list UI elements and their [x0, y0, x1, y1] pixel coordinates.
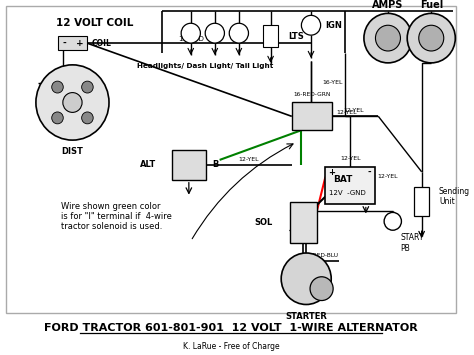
- Circle shape: [82, 81, 93, 93]
- Text: 12-YEL: 12-YEL: [340, 157, 361, 162]
- Text: B: B: [212, 160, 219, 169]
- Text: 12-YEL: 12-YEL: [238, 157, 259, 163]
- Text: 16-YEL: 16-YEL: [323, 80, 343, 85]
- Bar: [58, 36, 87, 50]
- Text: Wire shown green color
is for "I" terminal if  4-wire
tractor solenoid is used.: Wire shown green color is for "I" termin…: [61, 202, 172, 231]
- Text: AMPS: AMPS: [372, 0, 404, 10]
- Text: 12 VOLT COIL: 12 VOLT COIL: [56, 18, 134, 28]
- Circle shape: [419, 25, 444, 51]
- Bar: [6, 6, 456, 313]
- Text: 16-RED-GRN: 16-RED-GRN: [293, 92, 331, 97]
- Text: START
PB: START PB: [401, 233, 424, 253]
- Circle shape: [52, 81, 63, 93]
- Circle shape: [63, 93, 82, 113]
- Text: 12V  -GND: 12V -GND: [329, 190, 366, 196]
- Text: 12-YEL: 12-YEL: [336, 110, 356, 115]
- Bar: [172, 150, 206, 180]
- Text: +: +: [328, 168, 335, 177]
- Bar: [290, 202, 317, 243]
- Text: 16-RED: 16-RED: [178, 36, 204, 42]
- Text: Headlights/ Dash Light/ Tail Light: Headlights/ Dash Light/ Tail Light: [137, 63, 273, 69]
- Circle shape: [301, 15, 320, 35]
- Text: 18-RED-BLU: 18-RED-BLU: [303, 253, 338, 258]
- Text: COIL: COIL: [91, 39, 111, 48]
- Circle shape: [310, 277, 333, 301]
- Text: STARTER: STARTER: [285, 312, 327, 321]
- Text: Fuel: Fuel: [419, 0, 443, 10]
- Bar: [326, 167, 375, 204]
- Circle shape: [36, 65, 109, 140]
- Text: 12-YEL: 12-YEL: [378, 174, 398, 179]
- Text: DIST: DIST: [62, 147, 83, 157]
- Text: 12-YEL: 12-YEL: [343, 108, 364, 113]
- Circle shape: [384, 212, 401, 230]
- Text: +: +: [76, 39, 84, 48]
- Circle shape: [375, 25, 401, 51]
- Circle shape: [407, 13, 456, 63]
- Text: -: -: [63, 39, 67, 48]
- Circle shape: [52, 112, 63, 124]
- Text: IGN: IGN: [326, 21, 342, 30]
- Bar: [263, 25, 278, 47]
- Circle shape: [364, 13, 412, 63]
- Text: ALT: ALT: [140, 160, 156, 169]
- Text: BAT: BAT: [333, 175, 353, 184]
- Text: LTS: LTS: [288, 32, 304, 40]
- Circle shape: [281, 253, 331, 305]
- Text: FORD TRACTOR 601-801-901  12 VOLT  1-WIRE ALTERNATOR: FORD TRACTOR 601-801-901 12 VOLT 1-WIRE …: [44, 323, 418, 333]
- Text: -: -: [368, 168, 372, 177]
- Bar: [414, 187, 429, 216]
- Text: Sending
Unit: Sending Unit: [439, 187, 470, 206]
- Circle shape: [82, 112, 93, 124]
- Circle shape: [181, 23, 201, 43]
- Text: SOL: SOL: [254, 218, 273, 227]
- Circle shape: [229, 23, 248, 43]
- Bar: [292, 103, 332, 130]
- Circle shape: [205, 23, 225, 43]
- Text: K. LaRue - Free of Charge: K. LaRue - Free of Charge: [183, 342, 280, 351]
